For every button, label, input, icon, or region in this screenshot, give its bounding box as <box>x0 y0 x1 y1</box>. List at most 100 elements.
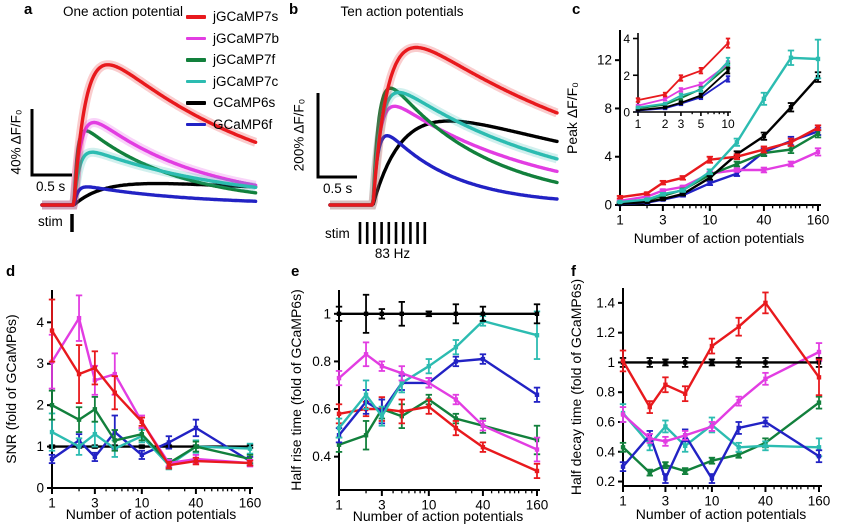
legend-label: GCaMP6f <box>213 116 273 132</box>
panel-b-label: b <box>289 1 299 18</box>
svg-text:0.8: 0.8 <box>596 385 615 400</box>
svg-text:10: 10 <box>704 494 719 509</box>
svg-text:160: 160 <box>239 496 262 511</box>
legend-swatch <box>186 36 206 41</box>
svg-text:40: 40 <box>756 213 771 228</box>
panel-a-stim-label: stim <box>38 214 63 229</box>
svg-text:3: 3 <box>91 496 99 511</box>
svg-text:0.4: 0.4 <box>312 449 331 464</box>
svg-text:4: 4 <box>36 315 44 330</box>
panel-e-plot: 0.4 0.6 0.8 1 1 3 10 40 160 <box>312 290 549 513</box>
legend-swatch <box>186 79 206 84</box>
panel-b-scalebar-x-label: 0.5 s <box>323 181 353 196</box>
svg-text:1: 1 <box>619 494 627 509</box>
panel-f-x-axis-label: Number of action potentials <box>635 506 807 522</box>
legend-label: jGCaMP7s <box>213 9 279 24</box>
legend-swatch <box>186 58 206 62</box>
svg-text:1: 1 <box>335 498 343 513</box>
svg-text:3: 3 <box>378 498 386 513</box>
svg-text:0.8: 0.8 <box>312 354 331 369</box>
svg-text:160: 160 <box>807 213 830 228</box>
legend-item-jgcamp7c: jGCaMP7c <box>186 73 279 89</box>
legend-swatch <box>186 101 206 105</box>
legend-item-jgcamp7s: jGCaMP7s <box>186 10 279 24</box>
legend-swatch <box>186 122 206 127</box>
svg-text:1: 1 <box>48 496 56 511</box>
panel-e-label: e <box>291 263 300 280</box>
panel-a-scalebar-x-label: 0.5 s <box>36 179 66 194</box>
panel-f-label: f <box>571 263 576 280</box>
panel-a-title: One action potential <box>62 4 184 19</box>
svg-text:0.2: 0.2 <box>596 474 615 489</box>
svg-text:2: 2 <box>662 117 669 131</box>
panel-f-y-axis-label: Half decay time (fold of GCaMP6s) <box>568 278 584 496</box>
panel-b-plot <box>316 43 559 244</box>
svg-text:10: 10 <box>702 213 717 228</box>
svg-text:160: 160 <box>808 494 831 509</box>
svg-text:40: 40 <box>188 496 203 511</box>
svg-text:8: 8 <box>604 101 612 116</box>
panel-d: 0 1 2 3 4 1 3 10 40 160 d SNR (fold of GCaMP6s) N… <box>0 262 285 531</box>
svg-text:3: 3 <box>36 356 44 371</box>
svg-text:2: 2 <box>36 398 44 413</box>
panel-e-y-axis-label: Half rise time (fold of GCaMP6s) <box>288 289 304 491</box>
svg-text:0: 0 <box>623 106 630 120</box>
svg-text:2: 2 <box>623 69 630 83</box>
panel-b-stim-label: stim <box>325 226 350 241</box>
panel-b-title: Ten action potentials <box>340 4 464 19</box>
svg-text:1: 1 <box>607 355 615 370</box>
svg-text:4: 4 <box>623 32 630 46</box>
panel-b-stim-frequency: 83 Hz <box>374 246 411 261</box>
legend-label: GCaMP6s <box>213 95 276 110</box>
svg-text:40: 40 <box>758 494 773 509</box>
svg-text:1: 1 <box>616 213 624 228</box>
legend-item-gcamp6s: GCaMP6s <box>186 96 279 110</box>
svg-text:3: 3 <box>662 494 670 509</box>
panel-a-plot <box>30 60 258 232</box>
panel-c-x-axis-label: Number of action potentials <box>633 230 805 246</box>
svg-text:40: 40 <box>475 498 490 513</box>
legend-label: jGCaMP7f <box>213 52 276 67</box>
legend-item-jgcamp7b: jGCaMP7b <box>186 30 280 46</box>
panel-d-x-axis-label: Number of action potentials <box>65 506 237 522</box>
svg-text:5: 5 <box>698 117 705 131</box>
panel-c-label: c <box>572 1 581 18</box>
panel-a-label: a <box>24 1 33 18</box>
svg-text:10: 10 <box>134 496 149 511</box>
svg-text:0: 0 <box>604 198 612 213</box>
legend: jGCaMP7s jGCaMP7b jGCaMP7f jGCaMP7c GCaMP6s G… <box>186 10 279 132</box>
svg-text:0.6: 0.6 <box>596 414 615 429</box>
panel-e: 0.4 0.6 0.8 1 1 3 10 40 160 e Half rise time (fo… <box>285 262 565 531</box>
panel-d-label: d <box>6 263 16 280</box>
svg-text:1: 1 <box>36 439 44 454</box>
legend-label: jGCaMP7b <box>213 30 280 46</box>
svg-text:0.6: 0.6 <box>312 402 331 417</box>
panel-a-scalebar-y-label: 40% ΔF/F₀ <box>8 109 24 175</box>
panel-c: 0 4 8 12 1 3 10 40 160 0 2 4 1 2 3 5 10 c Peak ΔF/F₀ Num… <box>560 0 841 262</box>
svg-text:1: 1 <box>323 306 331 321</box>
svg-text:1.2: 1.2 <box>596 325 615 340</box>
svg-text:0.4: 0.4 <box>596 444 615 459</box>
panel-f: 0.2 0.4 0.6 0.8 1 1.2 1.4 1 3 10 40 160 f Half deca… <box>561 262 841 531</box>
legend-label: jGCaMP7c <box>213 73 279 89</box>
svg-text:10: 10 <box>421 498 436 513</box>
legend-item-jgcamp7f: jGCaMP7f <box>186 53 279 67</box>
svg-text:3: 3 <box>659 213 667 228</box>
svg-text:160: 160 <box>526 498 549 513</box>
panel-c-y-axis-label: Peak ΔF/F₀ <box>564 82 580 154</box>
svg-text:1.4: 1.4 <box>596 295 615 310</box>
svg-text:1: 1 <box>635 117 642 131</box>
svg-text:4: 4 <box>604 149 612 164</box>
legend-swatch <box>186 15 206 19</box>
panel-b-scalebar-y-label: 200% ΔF/F₀ <box>291 98 307 172</box>
panel-b: b Ten action potentials 200% ΔF/F₀ 0.5 s… <box>285 0 561 262</box>
svg-text:3: 3 <box>678 117 685 131</box>
svg-text:10: 10 <box>721 117 735 131</box>
panel-a: a One action potential jGCaMP7s jGCaMP7b j… <box>0 0 315 262</box>
svg-text:0: 0 <box>36 481 44 496</box>
panel-d-y-axis-label: SNR (fold of GCaMP6s) <box>3 314 19 464</box>
legend-item-gcamp6f: GCaMP6f <box>186 116 279 132</box>
panel-e-x-axis-label: Number of action potentials <box>352 508 524 524</box>
